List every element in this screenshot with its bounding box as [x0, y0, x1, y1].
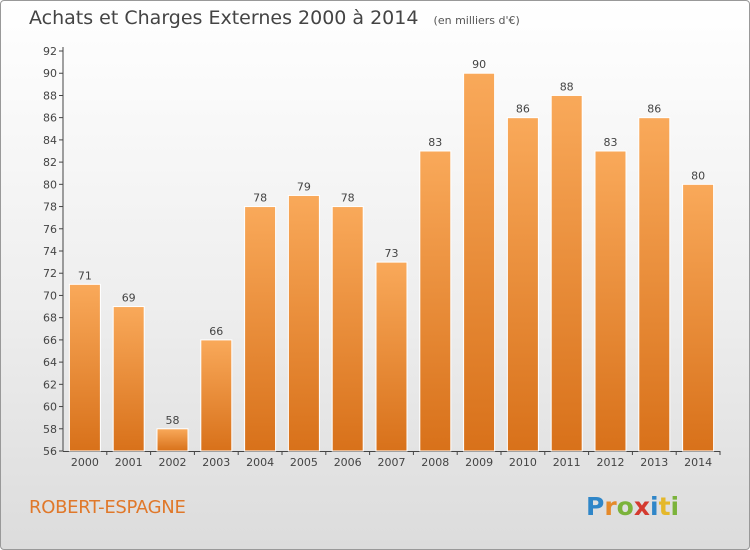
- data-label: 73: [385, 247, 399, 260]
- x-tick-label: 2011: [553, 456, 581, 469]
- y-tick-label: 76: [43, 223, 57, 236]
- data-label: 78: [341, 192, 355, 205]
- y-tick-label: 62: [43, 378, 57, 391]
- bar-2014: [682, 183, 715, 452]
- data-label: 86: [516, 103, 530, 116]
- x-tick-label: 2006: [334, 456, 362, 469]
- x-tick-label: 2008: [421, 456, 449, 469]
- y-tick-label: 72: [43, 267, 57, 280]
- y-tick-label: 92: [43, 45, 57, 58]
- bar-2002: [156, 428, 189, 452]
- y-tick-label: 66: [43, 334, 57, 347]
- data-label: 79: [297, 180, 311, 193]
- bar-2005: [287, 194, 320, 452]
- x-tick-label: 2013: [640, 456, 668, 469]
- data-labels: 71 69 58 66 78 79 78 73 83 90 86 88 83 86 80: [78, 58, 705, 427]
- y-tick-label: 74: [43, 245, 57, 258]
- data-label: 83: [604, 136, 618, 149]
- x-tick-label: 2009: [465, 456, 493, 469]
- x-tick-label: 2010: [509, 456, 537, 469]
- y-tick-label: 78: [43, 201, 57, 214]
- data-label: 80: [691, 169, 705, 182]
- data-label: 86: [647, 103, 661, 116]
- data-label: 66: [209, 325, 223, 338]
- bar-2000: [68, 283, 101, 452]
- data-label: 71: [78, 269, 92, 282]
- y-tick-label: 86: [43, 112, 57, 125]
- data-label: 69: [122, 292, 136, 305]
- data-label: 88: [560, 80, 574, 93]
- x-tick-label: 2014: [684, 456, 712, 469]
- title-row: Achats et Charges Externes 2000 à 2014 (…: [29, 7, 520, 29]
- y-tick-label: 88: [43, 89, 57, 102]
- bars: [68, 72, 715, 452]
- y-tick-label: 80: [43, 178, 57, 191]
- bar-2003: [200, 339, 233, 452]
- bar-2009: [463, 72, 496, 452]
- data-label: 90: [472, 58, 486, 71]
- bar-2006: [331, 206, 364, 452]
- y-tick-label: 70: [43, 289, 57, 302]
- y-tick-label: 60: [43, 401, 57, 414]
- data-label: 78: [253, 192, 267, 205]
- x-tick-label: 2000: [71, 456, 99, 469]
- bar-2008: [419, 150, 452, 452]
- x-tick-label: 2007: [378, 456, 406, 469]
- y-tick-label: 68: [43, 312, 57, 325]
- y-tick-label: 58: [43, 423, 57, 436]
- chart-unit: (en milliers d'€): [433, 14, 520, 27]
- x-tick-label: 2003: [202, 456, 230, 469]
- bar-2013: [638, 117, 671, 452]
- y-tick-label: 82: [43, 156, 57, 169]
- data-label: 58: [166, 414, 180, 427]
- y-tick-label: 90: [43, 67, 57, 80]
- y-tick-label: 56: [43, 445, 57, 458]
- bar-2010: [506, 117, 539, 452]
- x-tick-label: 2004: [246, 456, 274, 469]
- commune-name: ROBERT-ESPAGNE: [29, 497, 186, 518]
- y-tick-label: 64: [43, 356, 57, 369]
- bar-2011: [550, 94, 583, 452]
- x-tick-label: 2012: [597, 456, 625, 469]
- bar-2007: [375, 261, 408, 452]
- proxiti-logo: Proxiti: [586, 492, 679, 521]
- x-tick-label: 2005: [290, 456, 318, 469]
- chart-title: Achats et Charges Externes 2000 à 2014: [29, 7, 419, 29]
- x-tick-label: 2002: [159, 456, 187, 469]
- x-tick-label: 2001: [115, 456, 143, 469]
- y-tick-label: 84: [43, 134, 57, 147]
- bar-2004: [244, 206, 277, 452]
- data-label: 83: [428, 136, 442, 149]
- bar-2001: [112, 306, 145, 452]
- svg-text:Proxiti: Proxiti: [586, 492, 679, 521]
- bar-2012: [594, 150, 627, 452]
